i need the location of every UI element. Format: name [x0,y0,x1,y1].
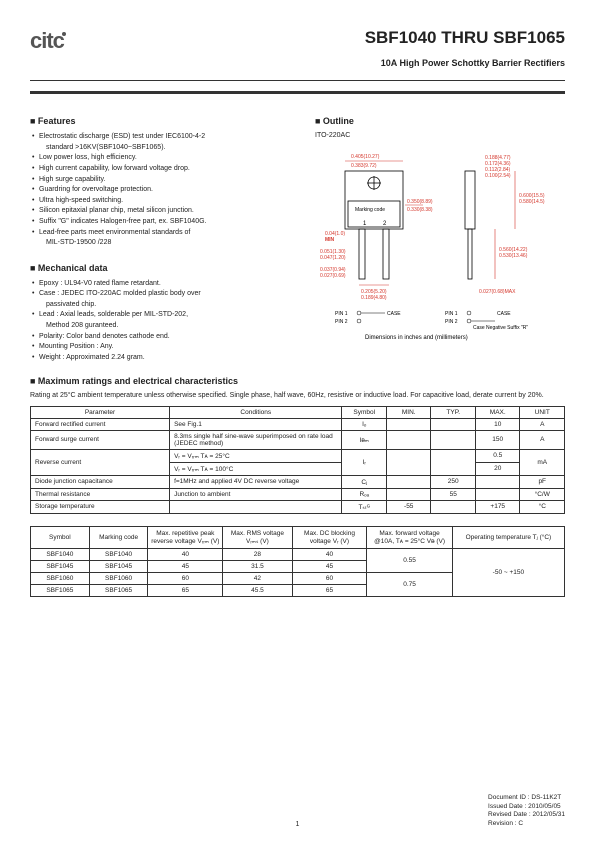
svg-text:CASE: CASE [497,311,511,317]
svg-text:0.405(10.27): 0.405(10.27) [351,154,380,160]
package-label: ITO-220AC [315,132,565,139]
svg-text:0.100(2.54): 0.100(2.54) [485,173,511,179]
svg-text:Dimensions in inches and (mill: Dimensions in inches and (millimeters) [365,335,468,341]
svg-text:0.047(1.20): 0.047(1.20) [320,255,346,261]
svg-text:Marking code: Marking code [355,207,385,213]
features-heading: ■ Features [30,116,305,126]
svg-text:0.330(8.38): 0.330(8.38) [407,207,433,213]
svg-text:PIN 2: PIN 2 [335,319,348,325]
svg-text:MIN: MIN [325,237,335,243]
svg-text:PIN 1: PIN 1 [445,311,458,317]
svg-text:PIN 1: PIN 1 [335,311,348,317]
mechanical-list: Epoxy : UL94-V0 rated flame retardant. C… [30,279,305,364]
outline-heading: ■ Outline [315,116,565,126]
page-title: SBF1040 THRU SBF1065 [365,28,565,48]
page-subtitle: 10A High Power Schottky Barrier Rectifie… [30,58,565,68]
svg-text:2: 2 [383,221,387,227]
footer-meta: Document ID : DS-11K2T Issued Date : 201… [488,794,565,828]
svg-text:PIN 2: PIN 2 [445,319,458,325]
svg-text:0.027(0.69): 0.027(0.69) [320,273,346,279]
ratings-heading: ■ Maximum ratings and electrical charact… [30,376,565,386]
parts-table: Symbol Marking code Max. repetitive peak… [30,526,565,598]
svg-text:0.350(8.89): 0.350(8.89) [407,199,433,205]
logo: citc [30,28,66,54]
svg-text:0.580(14.5): 0.580(14.5) [519,199,545,205]
mechanical-heading: ■ Mechanical data [30,263,305,273]
svg-text:0.530(13.46): 0.530(13.46) [499,253,528,259]
page-number: 1 [296,821,300,828]
svg-text:0.189(4.80): 0.189(4.80) [361,295,387,301]
ratings-table: Parameter Conditions Symbol MIN. TYP. MA… [30,406,565,514]
package-diagram: Marking code 1 2 0.405(10.27) 0.383(9.72… [315,143,555,343]
svg-text:0.027(0.68)MAX: 0.027(0.68)MAX [479,289,516,295]
ratings-note: Rating at 25°C ambient temperature unles… [30,391,565,400]
svg-text:Case Negative Suffix "R": Case Negative Suffix "R" [473,325,528,331]
features-list: Electrostatic discharge (ESD) test under… [30,132,305,249]
svg-text:1: 1 [363,221,367,227]
svg-text:0.383(9.72): 0.383(9.72) [351,163,377,169]
svg-text:CASE: CASE [387,311,401,317]
